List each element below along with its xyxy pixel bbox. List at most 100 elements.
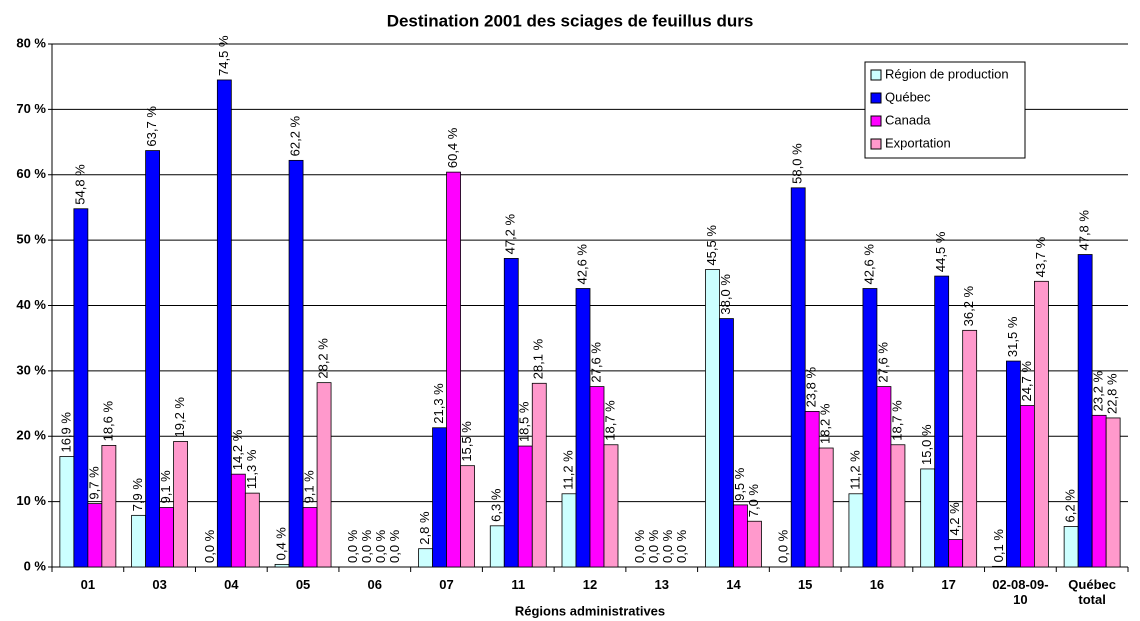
value-label: 6,3 % xyxy=(489,488,504,522)
x-tick-label: 14 xyxy=(726,577,741,592)
value-label: 9,7 % xyxy=(86,466,101,500)
value-label: 27,6 % xyxy=(875,342,890,383)
bar xyxy=(460,465,475,568)
value-label: 47,2 % xyxy=(503,214,518,255)
bar xyxy=(948,539,964,568)
bar xyxy=(316,382,332,568)
bar xyxy=(216,79,232,568)
bar xyxy=(418,548,433,568)
bar xyxy=(1063,526,1079,568)
value-label: 0,0 % xyxy=(345,529,360,563)
value-label: 0,0 % xyxy=(202,529,217,563)
value-label: 7,9 % xyxy=(130,478,145,512)
bar xyxy=(517,445,533,568)
legend-label: Canada xyxy=(885,112,931,127)
bar xyxy=(288,159,304,568)
legend-swatch xyxy=(870,69,882,81)
x-tick-label: 04 xyxy=(224,577,239,592)
bar xyxy=(489,525,505,568)
bar xyxy=(1020,405,1035,568)
value-label: 60,4 % xyxy=(445,127,460,168)
value-label: 18,5 % xyxy=(517,401,532,442)
x-tick-label: 17 xyxy=(941,577,956,592)
y-tick-label: 80 % xyxy=(16,35,46,50)
legend-box xyxy=(864,61,1026,159)
value-label: 58,0 % xyxy=(790,143,805,184)
value-label: 11,2 % xyxy=(560,450,575,490)
value-label: 23,2 % xyxy=(1091,370,1106,411)
bar xyxy=(244,492,260,568)
bar xyxy=(1091,414,1107,568)
value-label: 63,7 % xyxy=(144,106,159,147)
value-label: 0,0 % xyxy=(660,529,675,563)
bar xyxy=(934,275,950,568)
x-tick-label: 05 xyxy=(295,577,311,592)
value-label: 42,6 % xyxy=(861,244,876,285)
value-label: 11,3 % xyxy=(244,449,259,489)
x-tick-label: 15 xyxy=(797,577,813,592)
value-label: 0,0 % xyxy=(359,529,374,563)
bar xyxy=(1077,254,1093,568)
chart-title: Destination 2001 des sciages de feuillus… xyxy=(387,11,754,30)
value-label: 16,9 % xyxy=(58,412,73,453)
x-tick-label: 12 xyxy=(582,577,598,592)
y-tick-label: 20 % xyxy=(16,428,46,443)
x-tick-label: 03 xyxy=(152,577,167,592)
value-label: 47,8 % xyxy=(1077,210,1092,251)
bar xyxy=(790,187,806,568)
value-label: 0,4 % xyxy=(274,527,289,561)
y-tick-label: 40 % xyxy=(16,297,46,312)
value-label: 27,6 % xyxy=(588,342,603,383)
bar xyxy=(101,445,117,568)
y-tick-label: 50 % xyxy=(16,232,46,247)
value-label: 0,0 % xyxy=(387,529,402,563)
value-label: 0,0 % xyxy=(632,529,647,563)
bar xyxy=(848,493,864,568)
bar xyxy=(446,171,461,568)
bar xyxy=(862,288,878,568)
bar xyxy=(818,447,834,568)
value-label: 62,2 % xyxy=(288,115,303,156)
x-tick-label: 06 xyxy=(367,577,383,592)
value-label: 54,8 % xyxy=(72,164,87,205)
bar xyxy=(747,520,762,568)
value-label: 9,1 % xyxy=(158,470,173,504)
x-tick-label: 02-08-09-10 xyxy=(992,577,1049,607)
value-label: 43,7 % xyxy=(1033,236,1048,277)
value-label: 18,7 % xyxy=(602,400,617,441)
y-tick-label: 30 % xyxy=(16,362,46,377)
value-label: 0,0 % xyxy=(646,529,661,563)
value-label: 38,0 % xyxy=(718,274,733,315)
bar xyxy=(274,563,290,568)
bar xyxy=(890,444,906,568)
x-axis-title: Régions administratives xyxy=(515,603,665,618)
bar xyxy=(575,288,591,568)
value-label: 2,8 % xyxy=(417,511,432,545)
value-label: 15,5 % xyxy=(459,421,474,462)
legend-swatch xyxy=(870,138,882,150)
bar xyxy=(159,507,175,568)
value-label: 24,7 % xyxy=(1019,361,1034,402)
bar xyxy=(1034,280,1049,568)
value-label: 0,0 % xyxy=(776,529,791,563)
x-tick-label: 16 xyxy=(869,577,885,592)
bar xyxy=(719,318,734,568)
value-label: 44,5 % xyxy=(933,231,948,272)
bar xyxy=(73,208,89,568)
bar xyxy=(561,493,577,568)
bar xyxy=(503,258,519,568)
x-tick-label: Québec total xyxy=(1068,577,1116,607)
legend-swatch xyxy=(870,92,882,104)
bar xyxy=(432,427,447,568)
value-label: 4,2 % xyxy=(947,502,962,536)
bar xyxy=(992,565,1007,568)
bar xyxy=(302,507,318,568)
bar xyxy=(920,468,936,568)
y-tick-label: 10 % xyxy=(16,493,46,508)
bar xyxy=(59,456,75,568)
x-tick-label: 01 xyxy=(80,577,96,592)
value-label: 18,6 % xyxy=(100,400,115,441)
x-tick-label: 13 xyxy=(654,577,669,592)
value-label: 23,8 % xyxy=(804,366,819,407)
